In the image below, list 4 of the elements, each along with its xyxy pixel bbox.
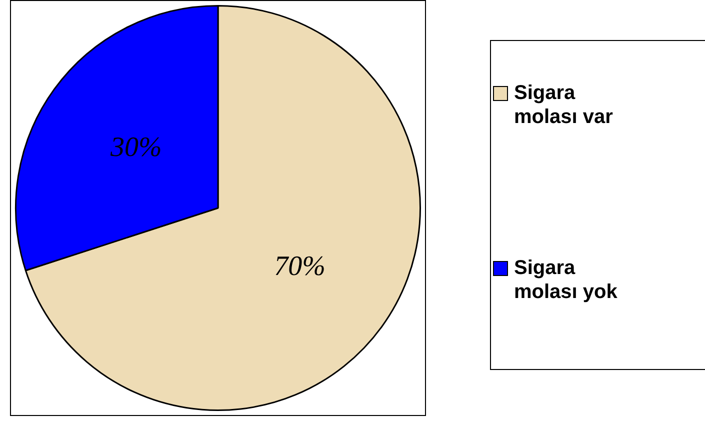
data-label: 30%	[110, 132, 162, 163]
legend-label: Sigara molası var	[514, 81, 614, 129]
legend-label: Sigara molası yok	[514, 256, 618, 304]
data-label: 70%	[274, 250, 326, 282]
